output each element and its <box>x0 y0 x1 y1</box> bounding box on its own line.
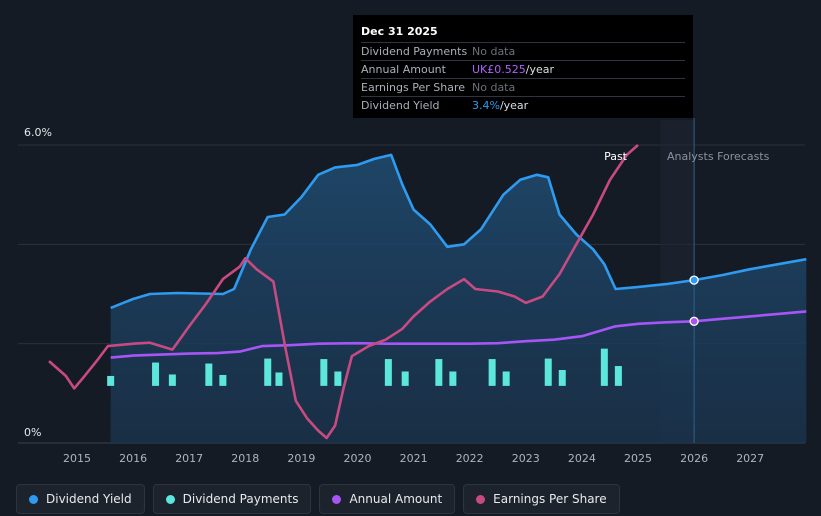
x-tick-label: 2027 <box>736 452 764 465</box>
dividend-payment-bar <box>544 358 552 386</box>
dividend-payment-bar <box>449 371 457 386</box>
x-tick-label: 2023 <box>512 452 540 465</box>
tooltip-row-annual-amount: Annual Amount UK£0.525/year <box>361 61 685 79</box>
legend-dividend-yield[interactable]: Dividend Yield <box>16 484 145 514</box>
x-tick-label: 2022 <box>456 452 484 465</box>
tooltip-label: Dividend Payments <box>361 45 468 58</box>
tooltip-row-dividend-payments: Dividend Payments No data <box>361 43 685 61</box>
tooltip-label: Annual Amount <box>361 63 446 76</box>
x-tick-label: 2024 <box>568 452 596 465</box>
dividend-payment-bar <box>264 358 272 386</box>
legend-annual-amount[interactable]: Annual Amount <box>319 484 456 514</box>
x-tick-label: 2016 <box>119 452 147 465</box>
dividend-payment-bar <box>502 371 510 386</box>
dividend-payment-bar <box>275 372 283 386</box>
y-tick-label-min: 0% <box>24 426 41 439</box>
x-tick-label: 2017 <box>175 452 203 465</box>
x-tick-label: 2021 <box>400 452 428 465</box>
dividend-payment-bar <box>168 374 176 386</box>
tooltip-value: No data <box>472 45 516 58</box>
legend-earnings-per-share[interactable]: Earnings Per Share <box>463 484 620 514</box>
tooltip-label: Earnings Per Share <box>361 81 466 94</box>
legend-dot-icon <box>332 494 342 504</box>
series-markers <box>689 275 699 326</box>
legend-label: Dividend Yield <box>46 492 132 506</box>
yield-area-layer <box>110 154 807 443</box>
dividend-payment-bar <box>384 359 392 386</box>
x-tick-label: 2015 <box>63 452 91 465</box>
dividend-payment-bar <box>435 359 443 386</box>
chart-legend: Dividend Yield Dividend Payments Annual … <box>16 484 620 514</box>
past-label: Past <box>604 150 628 163</box>
legend-label: Dividend Payments <box>182 492 299 506</box>
x-tick-label: 2018 <box>231 452 259 465</box>
dividend-payment-bar <box>334 371 342 386</box>
dividend-payment-bars <box>107 348 622 386</box>
dividend-payment-bar <box>107 375 115 386</box>
dividend-payment-bar <box>600 348 608 386</box>
dividend-payment-bar <box>320 359 328 386</box>
dividend-yield-line <box>110 153 807 310</box>
tooltip-value: 3.4% <box>472 99 500 112</box>
earnings-per-share-line <box>48 144 639 440</box>
dividend-payment-bar <box>219 374 227 386</box>
dividend-yield-marker <box>689 275 699 285</box>
legend-dot-icon <box>476 494 486 504</box>
dividend-payment-bar <box>205 363 213 386</box>
legend-dot-icon <box>29 494 38 504</box>
dividend-payment-bar <box>614 366 622 386</box>
dividend-payment-bar <box>558 369 566 386</box>
annual-amount-marker <box>689 316 699 326</box>
series-lines <box>48 144 807 440</box>
legend-dot-icon <box>165 494 175 504</box>
tooltip-label: Dividend Yield <box>361 99 440 112</box>
legend-dividend-payments[interactable]: Dividend Payments <box>152 484 312 514</box>
dividend-yield-area <box>110 154 807 443</box>
tooltip-row-dividend-yield: Dividend Yield 3.4%/year <box>361 97 685 114</box>
axes: 2015 2016 2017 2018 2019 2020 2021 2022 2023 2024… <box>24 126 764 465</box>
y-tick-label-max: 6.0% <box>24 126 52 139</box>
tooltip-unit: /year <box>499 99 529 112</box>
tooltip-value: No data <box>472 81 516 94</box>
dividend-payment-bar <box>488 359 496 386</box>
x-tick-label: 2025 <box>624 452 652 465</box>
tooltip-date: Dec 31 2025 <box>361 23 685 43</box>
x-tick-label: 2020 <box>344 452 372 465</box>
hover-tooltip: Dec 31 2025 Dividend Payments No data An… <box>353 15 693 118</box>
tooltip-row-earnings-per-share: Earnings Per Share No data <box>361 79 685 97</box>
annual-amount-line <box>110 310 807 359</box>
tooltip-value: UK£0.525 <box>472 63 526 76</box>
tooltip-unit: /year <box>525 63 555 76</box>
legend-label: Earnings Per Share <box>493 492 607 506</box>
legend-label: Annual Amount <box>349 492 443 506</box>
x-tick-label: 2026 <box>680 452 708 465</box>
x-tick-label: 2019 <box>287 452 315 465</box>
dividend-payment-bar <box>152 362 160 386</box>
forecast-label: Analysts Forecasts <box>667 150 770 163</box>
dividend-payment-bar <box>401 371 409 386</box>
